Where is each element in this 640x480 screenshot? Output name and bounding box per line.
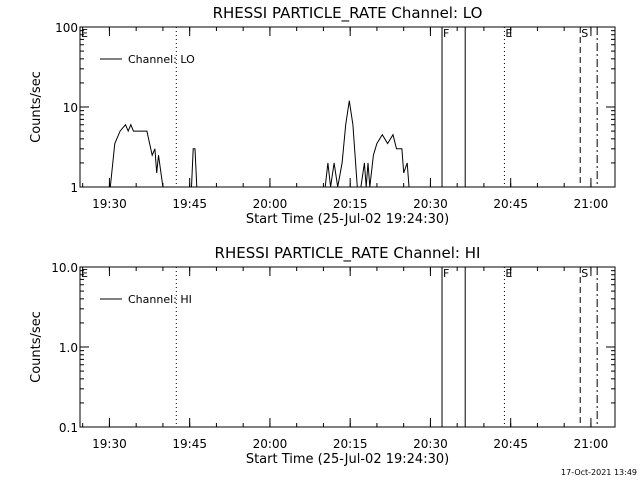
data-series-line-1	[80, 100, 615, 187]
x-tick-label: 21:00	[574, 197, 609, 211]
x-tick-label: 20:45	[493, 437, 528, 451]
legend-entry: Channel: HI	[128, 293, 192, 306]
time-marker-label: E	[505, 27, 512, 40]
edge-marker-label: E	[81, 27, 88, 40]
time-marker-label: S	[581, 27, 588, 40]
x-axis-label: Start Time (25-Jul-02 19:24:30)	[246, 452, 449, 467]
y-axis-label: Counts/sec	[29, 71, 44, 143]
plot-frame	[79, 266, 616, 428]
y-tick-label: 1	[70, 181, 78, 195]
x-tick-label: 19:30	[92, 437, 127, 451]
legend-entry: Channel: LO	[128, 53, 195, 66]
x-tick-label: 20:15	[333, 437, 368, 451]
panel-2: RHESSI PARTICLE_RATE Channel: HI 0.1 1.0 10…	[29, 244, 616, 467]
x-tick-label: 20:00	[253, 197, 288, 211]
y-tick-label: 10.0	[51, 261, 78, 275]
x-tick-label: 20:00	[253, 437, 288, 451]
plot-frame	[79, 26, 616, 188]
time-marker-label: S	[581, 267, 588, 280]
x-tick-label: 20:15	[333, 197, 368, 211]
y-tick-label: 1.0	[59, 341, 78, 355]
x-tick-label: 19:45	[172, 197, 207, 211]
time-marker-label: E	[505, 267, 512, 280]
time-marker-label: F	[443, 27, 449, 40]
x-tick-label: 19:45	[172, 437, 207, 451]
timestamp: 17-Oct-2021 13:49	[561, 468, 637, 477]
time-marker-label: F	[443, 267, 449, 280]
x-tick-label: 20:45	[493, 197, 528, 211]
panel-1: RHESSI PARTICLE_RATE Channel: LO 1 10 100 19…	[29, 4, 616, 227]
x-tick-label: 20:30	[413, 437, 448, 451]
x-axis-label: Start Time (25-Jul-02 19:24:30)	[246, 212, 449, 227]
chart-title: RHESSI PARTICLE_RATE Channel: HI	[215, 244, 481, 263]
chart-title: RHESSI PARTICLE_RATE Channel: LO	[213, 4, 483, 23]
edge-marker-label: E	[81, 267, 88, 280]
x-tick-label: 20:30	[413, 197, 448, 211]
y-tick-label: 10	[63, 101, 78, 115]
y-axis-label: Counts/sec	[29, 311, 44, 383]
y-tick-label: 0.1	[59, 421, 78, 435]
x-tick-label: 21:00	[574, 437, 609, 451]
y-tick-label: 100	[55, 21, 78, 35]
x-tick-label: 19:30	[92, 197, 127, 211]
